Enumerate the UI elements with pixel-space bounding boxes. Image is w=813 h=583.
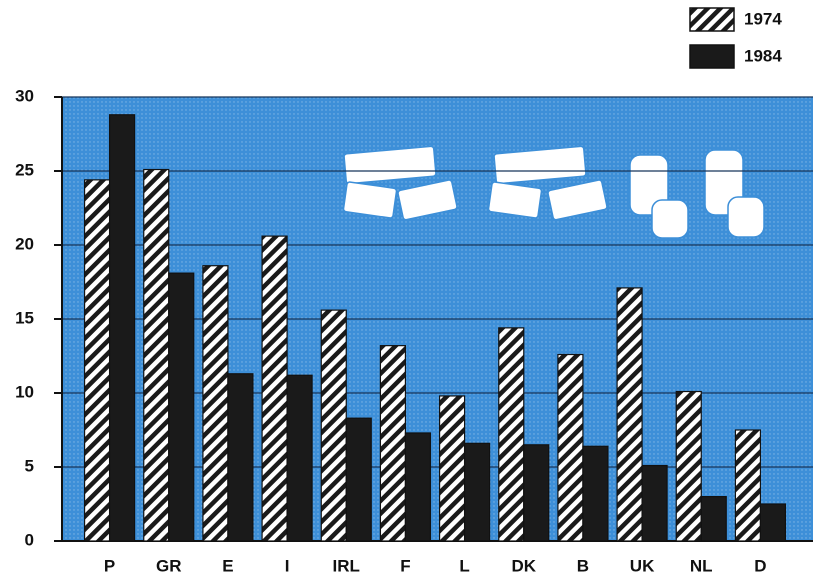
bar bbox=[108, 114, 136, 542]
bar bbox=[641, 464, 668, 542]
bar bbox=[286, 374, 313, 542]
bar bbox=[202, 265, 229, 542]
x-tick-label: E bbox=[222, 556, 233, 575]
bar bbox=[498, 327, 525, 542]
y-tick-label: 0 bbox=[25, 530, 34, 549]
bar bbox=[463, 442, 491, 542]
x-tick-label: NL bbox=[690, 556, 713, 575]
x-tick-label: B bbox=[577, 556, 589, 575]
bar bbox=[734, 429, 762, 542]
x-tick-label: GR bbox=[156, 556, 182, 575]
bar bbox=[83, 179, 111, 542]
y-tick-label: 15 bbox=[15, 308, 34, 327]
bar bbox=[345, 417, 372, 542]
bar bbox=[700, 496, 727, 542]
y-tick-label: 10 bbox=[15, 382, 34, 401]
bar bbox=[261, 235, 288, 542]
bar bbox=[168, 272, 195, 542]
bar bbox=[523, 444, 550, 542]
legend-label: 1974 bbox=[744, 9, 782, 28]
bar bbox=[616, 287, 643, 542]
x-tick-label: P bbox=[104, 556, 115, 575]
decoration bbox=[342, 145, 765, 239]
bar bbox=[227, 373, 254, 542]
bar bbox=[379, 345, 407, 542]
bar bbox=[582, 445, 609, 542]
legend-swatch bbox=[689, 7, 735, 32]
x-tick-label: F bbox=[400, 556, 410, 575]
bar bbox=[320, 309, 347, 542]
x-tick-label: UK bbox=[630, 556, 655, 575]
legend-swatch bbox=[689, 44, 735, 69]
bar bbox=[759, 503, 787, 542]
y-tick-label: 25 bbox=[15, 160, 34, 179]
bar bbox=[557, 353, 584, 542]
bar bbox=[404, 432, 432, 542]
y-tick-label: 30 bbox=[15, 86, 34, 105]
x-tick-label: L bbox=[459, 556, 469, 575]
x-tick-label: D bbox=[754, 556, 766, 575]
x-tick-label: DK bbox=[511, 556, 536, 575]
y-tick-label: 5 bbox=[25, 456, 34, 475]
bar bbox=[143, 168, 170, 542]
x-tick-label: I bbox=[285, 556, 290, 575]
y-tick-label: 20 bbox=[15, 234, 34, 253]
bar bbox=[438, 395, 466, 542]
bar bbox=[675, 390, 702, 542]
legend-label: 1984 bbox=[744, 46, 782, 65]
x-tick-label: IRL bbox=[333, 556, 360, 575]
